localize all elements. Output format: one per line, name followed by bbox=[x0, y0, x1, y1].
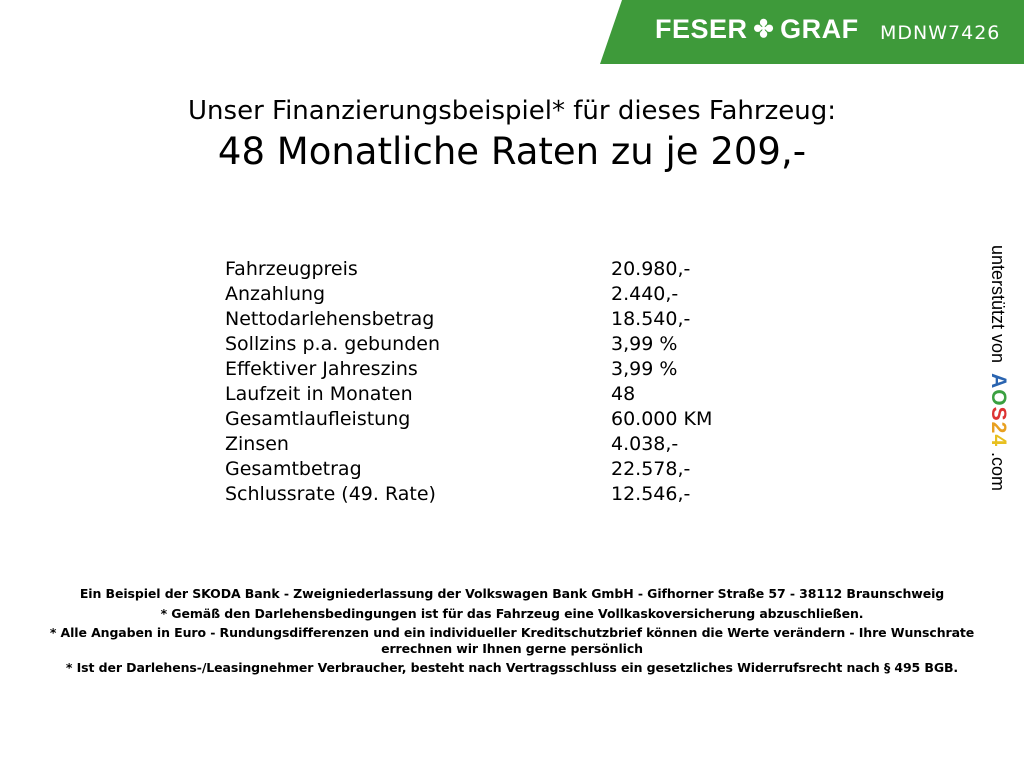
row-value: 2.440,- bbox=[611, 283, 679, 305]
row-value: 3,99 % bbox=[611, 358, 678, 380]
title-line2: 48 Monatliche Raten zu je 209,- bbox=[217, 130, 807, 173]
row-value: 3,99 % bbox=[611, 333, 678, 355]
row-label: Gesamtlaufleistung bbox=[225, 408, 411, 430]
aos24-domain: .com bbox=[988, 452, 1008, 492]
row-label: Sollzins p.a. gebunden bbox=[225, 333, 440, 355]
brand-logo: FESER ✤ GRAF bbox=[655, 14, 859, 45]
row-label: Nettodarlehensbetrag bbox=[225, 308, 435, 330]
footer-line: * Gemäß den Darlehensbedingungen ist für… bbox=[160, 605, 864, 621]
table-row: Gesamtlaufleistung 60.000 KM bbox=[225, 407, 712, 432]
row-value: 12.546,- bbox=[611, 483, 691, 505]
row-label: Schlussrate (49. Rate) bbox=[225, 483, 436, 505]
brand-name-left: FESER bbox=[655, 14, 748, 44]
table-row: Gesamtbetrag 22.578,- bbox=[225, 457, 690, 482]
vehicle-code: MDNW7426 bbox=[880, 22, 1001, 44]
table-row: Effektiver Jahreszins 3,99 % bbox=[225, 357, 677, 382]
row-value: 18.540,- bbox=[611, 308, 691, 330]
table-row: Fahrzeugpreis 20.980,- bbox=[225, 257, 690, 282]
aos24-logo: AOS24 bbox=[987, 373, 1010, 447]
row-value: 4.038,- bbox=[611, 433, 679, 455]
supported-by-label: unterstützt von bbox=[988, 245, 1008, 364]
row-label: Zinsen bbox=[225, 433, 289, 455]
table-row: Zinsen 4.038,- bbox=[225, 432, 678, 457]
row-value: 48 bbox=[611, 383, 636, 405]
row-label: Laufzeit in Monaten bbox=[225, 383, 413, 405]
footer-disclaimer: Ein Beispiel der SKODA Bank - Zweigniede… bbox=[40, 586, 984, 680]
title-line1: Unser Finanzierungsbeispiel* für dieses … bbox=[188, 96, 836, 126]
brand-name-right: GRAF bbox=[780, 14, 859, 44]
finance-table: Fahrzeugpreis 20.980,- Anzahlung 2.440,- Net… bbox=[225, 257, 712, 507]
row-value: 22.578,- bbox=[611, 458, 691, 480]
row-value: 20.980,- bbox=[611, 258, 691, 280]
brand-banner bbox=[600, 0, 1024, 64]
footer-line: * Ist der Darlehens-/Leasingnehmer Verbr… bbox=[65, 660, 959, 675]
footer-line: Ein Beispiel der SKODA Bank - Zweigniede… bbox=[79, 586, 945, 601]
table-row: Anzahlung 2.440,- bbox=[225, 282, 678, 307]
footer-line: * Alle Angaben in Euro - Rundungsdiffere… bbox=[49, 625, 975, 656]
row-value: 60.000 KM bbox=[611, 408, 713, 430]
table-row: Schlussrate (49. Rate) 12.546,- bbox=[225, 482, 690, 507]
supported-by: unterstützt von AOS24 .com bbox=[986, 245, 1010, 491]
table-row: Laufzeit in Monaten 48 bbox=[225, 382, 635, 407]
table-row: Sollzins p.a. gebunden 3,99 % bbox=[225, 332, 677, 357]
row-label: Gesamtbetrag bbox=[225, 458, 362, 480]
clover-icon: ✤ bbox=[753, 16, 775, 43]
row-label: Effektiver Jahreszins bbox=[225, 358, 418, 380]
row-label: Fahrzeugpreis bbox=[225, 258, 358, 280]
table-row: Nettodarlehensbetrag 18.540,- bbox=[225, 307, 690, 332]
row-label: Anzahlung bbox=[225, 283, 326, 305]
